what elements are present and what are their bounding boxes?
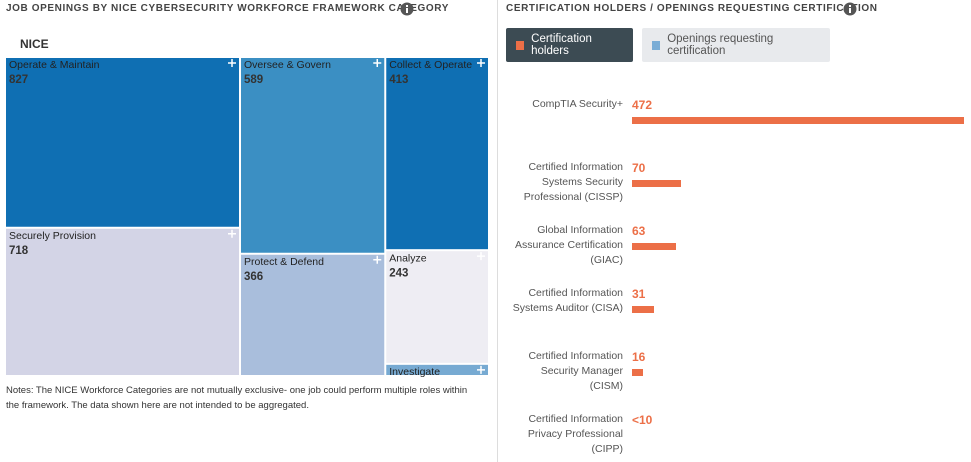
legend-item[interactable]: Openings requesting certification [642,28,830,62]
bar [632,180,682,187]
value-label: 472 [632,98,653,112]
tile-label: Collect & Operate [389,59,472,71]
bar [632,369,644,376]
tile-label: Securely Provision [9,230,96,242]
tile-value: 413 [389,74,408,86]
tile-value: 827 [9,74,28,86]
expand-icon [477,365,485,374]
expand-icon [228,59,237,67]
info-icon[interactable] [843,2,857,16]
treemap-tile [6,58,240,227]
expand-icon [477,252,485,261]
category-label: Certified Information Systems Auditor (C… [512,287,623,314]
expand-icon [373,59,382,67]
treemap-root: NICE [20,37,49,51]
treemap-tile [386,364,488,375]
value-label: 70 [632,161,646,175]
legend-swatch [516,40,525,50]
category-label: Certified Information Security Manager (… [528,350,623,392]
expand-icon [477,59,485,67]
value-label: 16 [632,350,646,364]
bar [632,243,677,250]
expand-icon [228,229,237,238]
category-label: Certified Information Systems Security P… [523,161,623,203]
tile-label: Operate & Maintain [9,59,100,71]
tile-label: Protect & Defend [244,256,324,268]
tile-value: 243 [389,267,408,279]
legend-item[interactable]: Certification holders [506,28,633,62]
tile-value: 366 [244,271,263,283]
legend-label: Certification holders [531,33,592,57]
treemap-tile [241,254,385,375]
notes: Notes: The NICE Workforce Categories are… [6,385,468,411]
legend-label: Openings requesting certification [667,33,774,57]
treemap-tile [241,58,385,253]
treemap-tile [386,58,488,250]
category-label: Global Information Assurance Certificati… [515,224,623,266]
category-label: CompTIA Security+ [532,98,623,110]
treemap: Operate & Maintain 827 Securely Provision 7… [6,58,488,378]
info-icon[interactable] [400,2,414,16]
tile-label: Oversee & Govern [244,59,331,71]
bar [632,117,964,124]
expand-icon [373,255,382,264]
tile-value: 589 [244,74,263,86]
category-label: Certified Information Privacy Profession… [527,413,623,455]
divider [497,0,498,462]
tile-value: 718 [9,245,29,257]
tile-label: Investigate [389,366,440,378]
value-label: <10 [632,413,653,427]
legend-swatch [652,40,661,50]
bar [632,306,654,313]
panel-title: JOB OPENINGS BY NICE CYBERSECURITY WORKF… [6,3,450,14]
tile-label: Analyze [389,252,427,264]
value-label: 63 [632,224,646,238]
treemap-tile [6,228,240,375]
panel-title: CERTIFICATION HOLDERS / OPENINGS REQUEST… [506,3,878,14]
treemap-tile [386,251,488,363]
value-label: 31 [632,287,646,301]
